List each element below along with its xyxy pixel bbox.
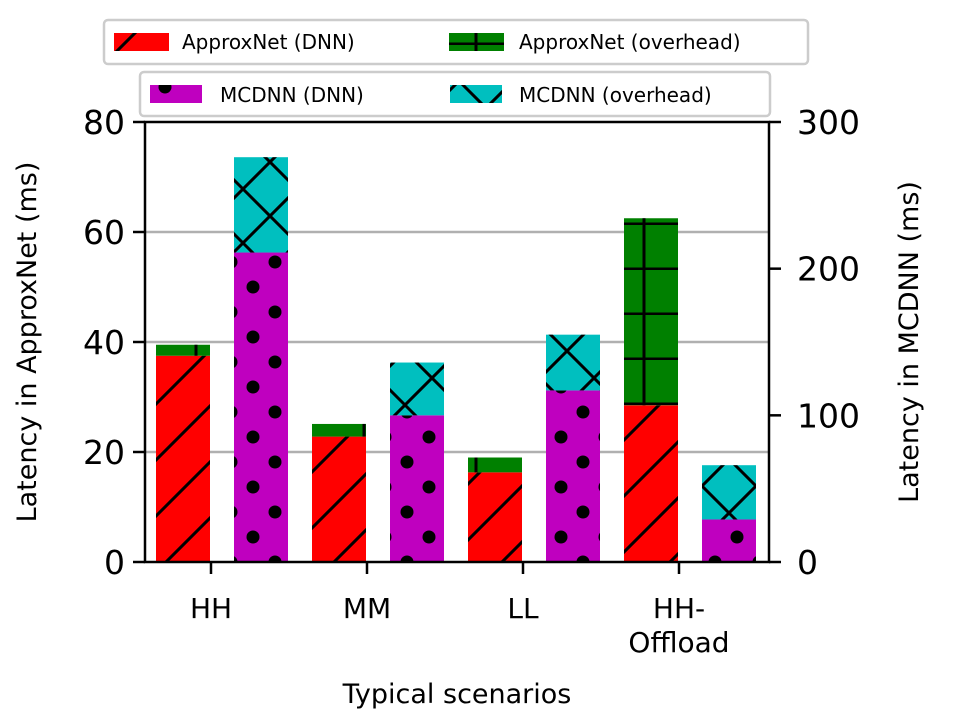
left-axis: 0 20 40 60 80 [83, 103, 145, 582]
bar-hatch [312, 436, 366, 562]
left-tick-label: 60 [83, 213, 125, 252]
bar-hatch [312, 423, 366, 437]
bar-hatch [468, 472, 522, 562]
bar-hatch [624, 218, 678, 406]
x-axis-label: Typical scenarios [342, 679, 572, 710]
bar-hatch [156, 344, 210, 356]
bar-mcdnn-dnn [702, 519, 756, 562]
x-tick-label: HH [190, 592, 232, 625]
bar-hatch [390, 362, 444, 416]
bar-approxnet-overhead [468, 457, 522, 473]
x-tick-label: MM [343, 592, 391, 625]
bar-hatch [156, 355, 210, 562]
legend-label-mcdnn-dnn: MCDNN (DNN) [220, 83, 364, 107]
x-axis: HH MM LL HH-Offload [190, 562, 730, 659]
bar-mcdnn-overhead [702, 465, 756, 520]
legend: ApproxNet (DNN) ApproxNet (overhead) MCD… [102, 18, 810, 118]
bar-mcdnn-overhead [234, 157, 288, 253]
right-tick-label: 100 [797, 396, 860, 435]
legend-swatch-mcdnn-overhead-hatch [450, 85, 502, 103]
bar-approxnet-dnn [624, 405, 678, 562]
bars [156, 157, 756, 563]
bar-approxnet-dnn [312, 436, 366, 562]
bar-approxnet-dnn [156, 355, 210, 562]
legend-label-approxnet-overhead: ApproxNet (overhead) [519, 30, 741, 54]
bar-hatch [390, 415, 444, 562]
bar-mcdnn-dnn [390, 415, 444, 562]
right-tick-label: 200 [797, 250, 860, 289]
y-axis-label-right: Latency in MCDNN (ms) [894, 181, 925, 503]
bar-approxnet-dnn [468, 472, 522, 562]
legend-swatch-approxnet-dnn-hatch [114, 33, 169, 51]
right-tick-label: 300 [797, 103, 860, 142]
bar-mcdnn-dnn [546, 390, 600, 562]
left-tick-label: 0 [104, 543, 125, 582]
bar-mcdnn-dnn [234, 252, 288, 563]
bar-hatch [546, 390, 600, 562]
x-tick-label: LL [507, 592, 539, 625]
bar-hatch [234, 157, 288, 253]
legend-label-mcdnn-overhead: MCDNN (overhead) [519, 83, 712, 107]
legend-swatch-approxnet-overhead-hatch [449, 33, 504, 51]
bar-hatch [234, 252, 288, 563]
bar-approxnet-overhead [156, 344, 210, 356]
x-tick-label: HH-Offload [628, 592, 729, 659]
left-tick-label: 40 [83, 323, 125, 362]
bar-hatch [468, 457, 522, 473]
right-axis: 0 100 200 300 [769, 103, 860, 582]
bar-hatch [546, 334, 600, 391]
bar-hatch [702, 465, 756, 520]
bar-approxnet-overhead [312, 423, 366, 437]
left-tick-label: 80 [83, 103, 125, 142]
bar-hatch [624, 405, 678, 562]
y-axis-label-left: Latency in ApproxNet (ms) [12, 162, 43, 523]
bar-approxnet-overhead [624, 218, 678, 406]
left-tick-label: 20 [83, 433, 125, 472]
bar-hatch [702, 519, 756, 562]
right-tick-label: 0 [797, 543, 818, 582]
bar-mcdnn-overhead [546, 334, 600, 391]
legend-label-approxnet-dnn: ApproxNet (DNN) [182, 30, 355, 54]
legend-swatch-mcdnn-dnn-hatch [150, 85, 202, 103]
bar-mcdnn-overhead [390, 362, 444, 416]
